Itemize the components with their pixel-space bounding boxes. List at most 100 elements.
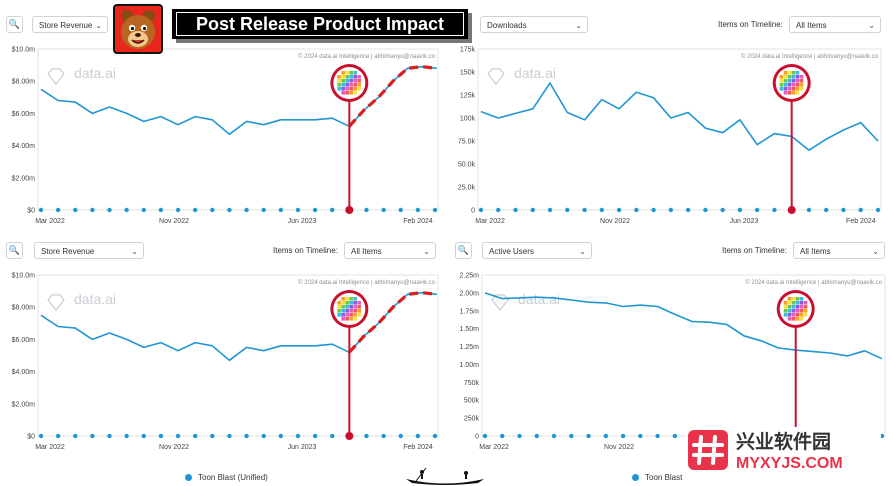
- badge-tile: [799, 297, 804, 301]
- plot-area: [477, 48, 882, 211]
- timeline-dot: [668, 207, 674, 213]
- badge-tile: [783, 91, 788, 95]
- badge-tile: [349, 91, 353, 95]
- timeline-dot: [530, 207, 535, 213]
- timeline-dot: [330, 433, 335, 439]
- badge-tile: [783, 301, 788, 305]
- metric-select[interactable]: Downloads ⌄: [480, 16, 588, 33]
- y-tick-label: 2.00m: [460, 290, 480, 297]
- badge-tile: [783, 313, 788, 317]
- badge-tile: [799, 75, 804, 79]
- timeline-dot: [482, 433, 488, 439]
- zoom-button[interactable]: 🔍: [455, 242, 472, 259]
- badge-tile: [353, 91, 357, 95]
- badge-tile: [357, 75, 361, 79]
- badge-tile: [341, 313, 345, 317]
- metric-select[interactable]: Active Users ⌄: [482, 242, 592, 259]
- y-tick-label: 150k: [460, 70, 476, 77]
- release-badge-icon: [330, 290, 369, 328]
- badge-tile: [341, 79, 345, 83]
- badge-tile: [341, 297, 345, 301]
- timeline-dot: [500, 433, 505, 439]
- timeline-dot: [38, 207, 44, 213]
- timeline-dot: [73, 207, 78, 213]
- badge-tile: [357, 301, 361, 305]
- x-tick-label: Mar 2022: [35, 218, 65, 225]
- badge-tile: [353, 305, 357, 309]
- badge-tile: [341, 309, 345, 313]
- legend-label: Toon Blast: [645, 473, 683, 482]
- badge-tile: [337, 75, 341, 79]
- legend-item[interactable]: Toon Blast: [632, 473, 682, 482]
- brand-watermark: data.ai: [74, 65, 116, 81]
- chevron-down-icon: ⌄: [95, 21, 102, 30]
- badge-tile: [353, 317, 357, 321]
- watermark-cn-text: 兴业软件园: [736, 430, 831, 453]
- badge-tile: [791, 317, 796, 321]
- badge-tile: [791, 79, 796, 83]
- timeline-select[interactable]: All Items ⌄: [789, 16, 881, 33]
- chevron-down-icon: ⌄: [423, 247, 430, 256]
- y-tick-label: $6.00m: [12, 111, 36, 118]
- y-tick-label: $8.00m: [12, 305, 36, 312]
- badge-tile: [795, 313, 800, 317]
- badge-tile: [337, 301, 341, 305]
- timeline-dot: [38, 433, 44, 439]
- boat-logo-icon: [406, 467, 484, 485]
- y-tick-label: 1.00m: [460, 362, 480, 369]
- release-badge-icon: [776, 290, 815, 328]
- badge-tile: [799, 301, 804, 305]
- timeline-label: Items on Timeline:: [273, 246, 338, 255]
- badge-tile: [345, 71, 349, 75]
- metric-select-value: Store Revenue: [41, 247, 95, 256]
- metric-select[interactable]: Store Revenue ⌄: [34, 242, 144, 259]
- brand-watermark: data.ai: [74, 291, 116, 307]
- timeline-select-value: All Items: [351, 247, 382, 256]
- timeline-dot: [772, 207, 777, 213]
- y-tick-label: 1.25m: [460, 344, 480, 351]
- badge-tile: [803, 301, 808, 305]
- timeline-dot: [806, 207, 812, 213]
- badge-tile: [783, 305, 788, 309]
- diamond-logo-icon: [47, 68, 65, 85]
- timeline-select[interactable]: All Items ⌄: [344, 242, 436, 259]
- timeline-dot: [158, 207, 164, 213]
- timeline-dot: [415, 433, 421, 439]
- badge-tile: [345, 75, 349, 79]
- y-tick-label: $2.00m: [12, 175, 36, 182]
- diamond-logo-icon: [487, 68, 505, 85]
- badge-tile: [349, 305, 353, 309]
- timeline-dot: [875, 207, 881, 213]
- y-tick-label: 500k: [464, 398, 480, 405]
- badge-tile: [357, 313, 361, 317]
- timeline-dot: [634, 207, 639, 213]
- metric-select[interactable]: Store Revenue ⌄: [32, 16, 108, 33]
- y-tick-label: 25.0k: [458, 185, 476, 192]
- x-tick-label: Feb 2024: [403, 218, 433, 225]
- legend-label: Toon Blast (Unified): [198, 473, 268, 482]
- badge-tile: [787, 71, 792, 75]
- zoom-button[interactable]: 🔍: [6, 16, 23, 33]
- timeline-dot: [565, 207, 570, 213]
- timeline-dot: [685, 207, 691, 213]
- badge-tile: [345, 309, 349, 313]
- timeline-dot: [415, 207, 421, 213]
- badge-tile: [353, 301, 357, 305]
- timeline-dot: [295, 433, 301, 439]
- badge-tile: [791, 297, 796, 301]
- timeline-dot: [210, 207, 215, 213]
- badge-tile: [353, 297, 357, 301]
- x-tick-label: Mar 2022: [35, 444, 65, 451]
- zoom-button[interactable]: 🔍: [6, 242, 23, 259]
- badge-tile: [791, 309, 796, 313]
- badge-tile: [349, 83, 353, 87]
- badge-tile: [799, 83, 804, 87]
- timeline-dot: [278, 207, 284, 213]
- chevron-down-icon: ⌄: [131, 247, 138, 256]
- brand-watermark: data.ai: [514, 65, 556, 81]
- badge-tile: [353, 71, 357, 75]
- legend-item[interactable]: Toon Blast (Unified): [185, 473, 268, 482]
- badge-tile: [345, 301, 349, 305]
- badge-tile: [779, 75, 784, 79]
- timeline-select[interactable]: All Items ⌄: [793, 242, 885, 259]
